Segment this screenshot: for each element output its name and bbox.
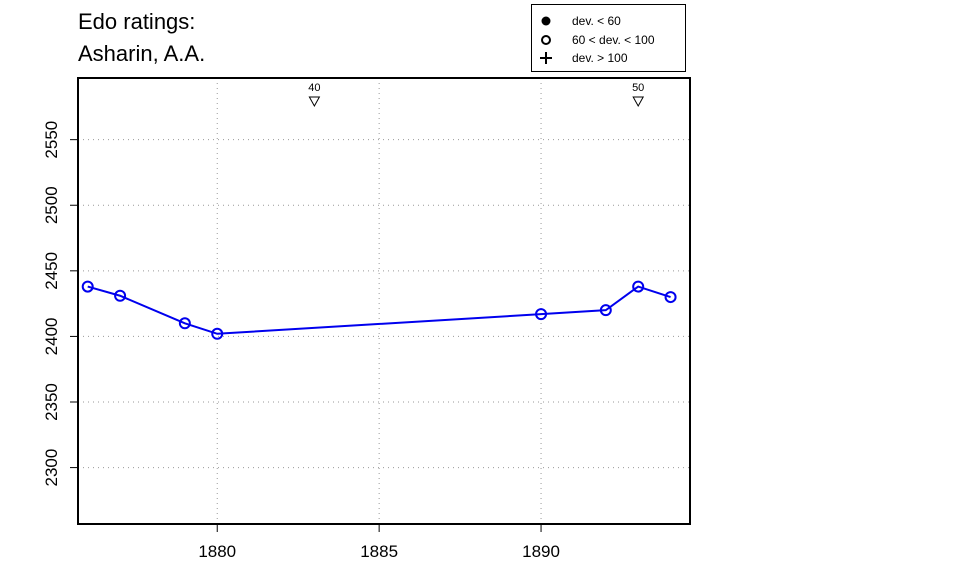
annotation-label: 40 xyxy=(308,82,320,94)
open-circle-icon xyxy=(541,35,551,45)
data-point xyxy=(535,308,548,321)
legend-item-dev-60-100: 60 < dev. < 100 xyxy=(532,32,685,48)
grid-lines xyxy=(78,78,690,524)
annotation-marker xyxy=(632,96,645,108)
chart-title-line-1: Edo ratings: xyxy=(78,9,196,34)
data-point xyxy=(114,289,127,302)
annotations: 40 50 xyxy=(308,82,645,108)
legend-item-dev-lt-60: dev. < 60 xyxy=(532,13,685,29)
data-point xyxy=(632,280,645,293)
data-point xyxy=(81,280,94,293)
legend-label: 60 < dev. < 100 xyxy=(572,33,655,47)
legend: dev. < 60 60 < dev. < 100 dev. > 100 xyxy=(531,4,686,72)
series-line xyxy=(87,285,671,335)
data-point xyxy=(599,304,612,317)
data-point xyxy=(211,327,224,340)
y-tick-label: 2400 xyxy=(42,318,61,356)
chart-title-line-2: Asharin, A.A. xyxy=(78,41,206,66)
x-tick-label: 1890 xyxy=(522,542,560,561)
data-point xyxy=(664,291,677,304)
axes: 1880 1885 1890 2300 2350 2400 2450 2500 2550 xyxy=(42,77,691,561)
legend-label: dev. < 60 xyxy=(572,14,621,28)
x-tick-label: 1880 xyxy=(198,542,236,561)
y-tick-label: 2450 xyxy=(42,252,61,290)
y-tick-label: 2500 xyxy=(42,186,61,224)
y-tick-label: 2550 xyxy=(42,121,61,159)
y-tick-label: 2300 xyxy=(42,449,61,487)
y-tick-label: 2350 xyxy=(42,383,61,421)
x-tick-label: 1885 xyxy=(360,542,398,561)
data-point xyxy=(178,317,191,330)
legend-label: dev. > 100 xyxy=(572,51,628,65)
filled-circle-icon xyxy=(541,16,551,26)
data-series xyxy=(81,280,677,340)
plot-frame xyxy=(77,77,691,525)
annotation-label: 50 xyxy=(632,82,644,94)
plus-icon xyxy=(540,52,552,64)
annotation-marker xyxy=(308,96,321,108)
legend-item-dev-gt-100: dev. > 100 xyxy=(532,50,685,66)
